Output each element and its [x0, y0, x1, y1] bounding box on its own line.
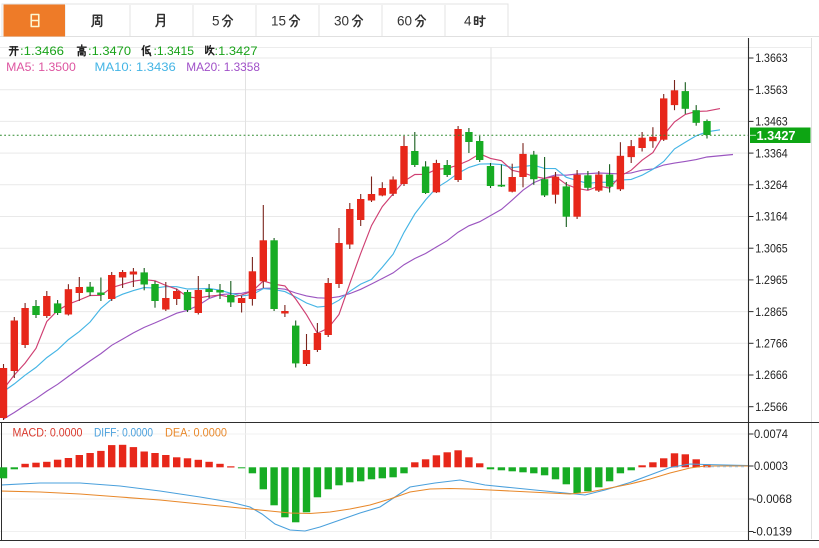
svg-text:1.2766: 1.2766 — [755, 339, 788, 351]
svg-text:1.3164: 1.3164 — [755, 212, 788, 224]
svg-text:1.3364: 1.3364 — [755, 148, 788, 160]
svg-text::1.3466: :1.3466 — [20, 44, 64, 58]
svg-text:15: 15 — [271, 14, 286, 29]
svg-text:1.3563: 1.3563 — [755, 85, 788, 97]
svg-text:-0.0139: -0.0139 — [753, 527, 793, 539]
svg-text:4: 4 — [464, 14, 472, 29]
svg-text:MA20: 1.3358: MA20: 1.3358 — [186, 60, 260, 74]
svg-text:1.2666: 1.2666 — [755, 370, 788, 382]
svg-text:1.2965: 1.2965 — [755, 275, 788, 287]
svg-text:5: 5 — [212, 14, 220, 29]
svg-text:MA10: 1.3436: MA10: 1.3436 — [95, 60, 177, 74]
svg-text::1.3415: :1.3415 — [154, 44, 195, 58]
svg-text:1.3427: 1.3427 — [757, 129, 796, 143]
svg-text:-0.0068: -0.0068 — [753, 494, 793, 506]
svg-text:MA5: 1.3500: MA5: 1.3500 — [6, 60, 76, 74]
svg-text::1.3470: :1.3470 — [88, 44, 131, 58]
svg-text:1.3065: 1.3065 — [755, 243, 788, 255]
svg-text:MACD: 0.0000: MACD: 0.0000 — [13, 428, 83, 440]
svg-text:DIFF: 0.0000: DIFF: 0.0000 — [94, 428, 153, 440]
svg-text:0.0074: 0.0074 — [754, 429, 789, 441]
svg-text:1.3463: 1.3463 — [755, 117, 788, 129]
svg-text:1.3663: 1.3663 — [755, 53, 788, 65]
svg-text:0.0003: 0.0003 — [754, 461, 788, 473]
svg-text:30: 30 — [334, 14, 349, 29]
svg-text:1.2566: 1.2566 — [755, 402, 788, 414]
svg-text:60: 60 — [397, 14, 412, 29]
svg-text::1.3427: :1.3427 — [215, 44, 258, 58]
svg-text:DEA: 0.0000: DEA: 0.0000 — [165, 428, 227, 440]
svg-text:1.2865: 1.2865 — [755, 307, 788, 319]
svg-text:1.3264: 1.3264 — [755, 180, 788, 192]
